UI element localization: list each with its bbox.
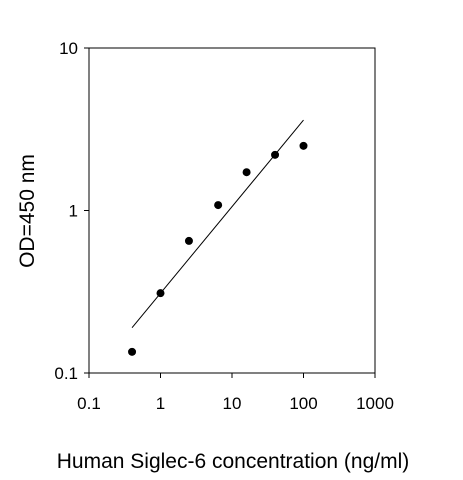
x-tick-label: 1000 [356,394,394,413]
x-axis-title: Human Siglec-6 concentration (ng/ml) [57,450,410,473]
data-point [242,168,251,177]
data-point [128,347,137,356]
data-point [214,201,223,210]
fit-line-group [131,119,304,329]
x-tick-label: 10 [223,394,242,413]
fit-line [131,119,304,329]
data-point [184,236,193,245]
x-tick-label: 100 [289,394,317,413]
x-axis-ticks: 0.1 1 10 100 1000 [77,373,394,413]
y-tick-label: 10 [59,39,78,58]
data-points [128,141,308,356]
data-point [156,289,165,298]
y-tick-label: 0.1 [54,364,78,383]
x-tick-label: 1 [156,394,165,413]
y-axis-title: OD=450 nm [16,154,39,268]
x-tick-label: 0.1 [77,394,101,413]
y-tick-label: 1 [69,202,78,221]
data-point [299,141,308,150]
y-axis-ticks: 0.1 1 10 [54,39,89,383]
plot-frame [88,47,376,374]
data-point [271,150,280,159]
